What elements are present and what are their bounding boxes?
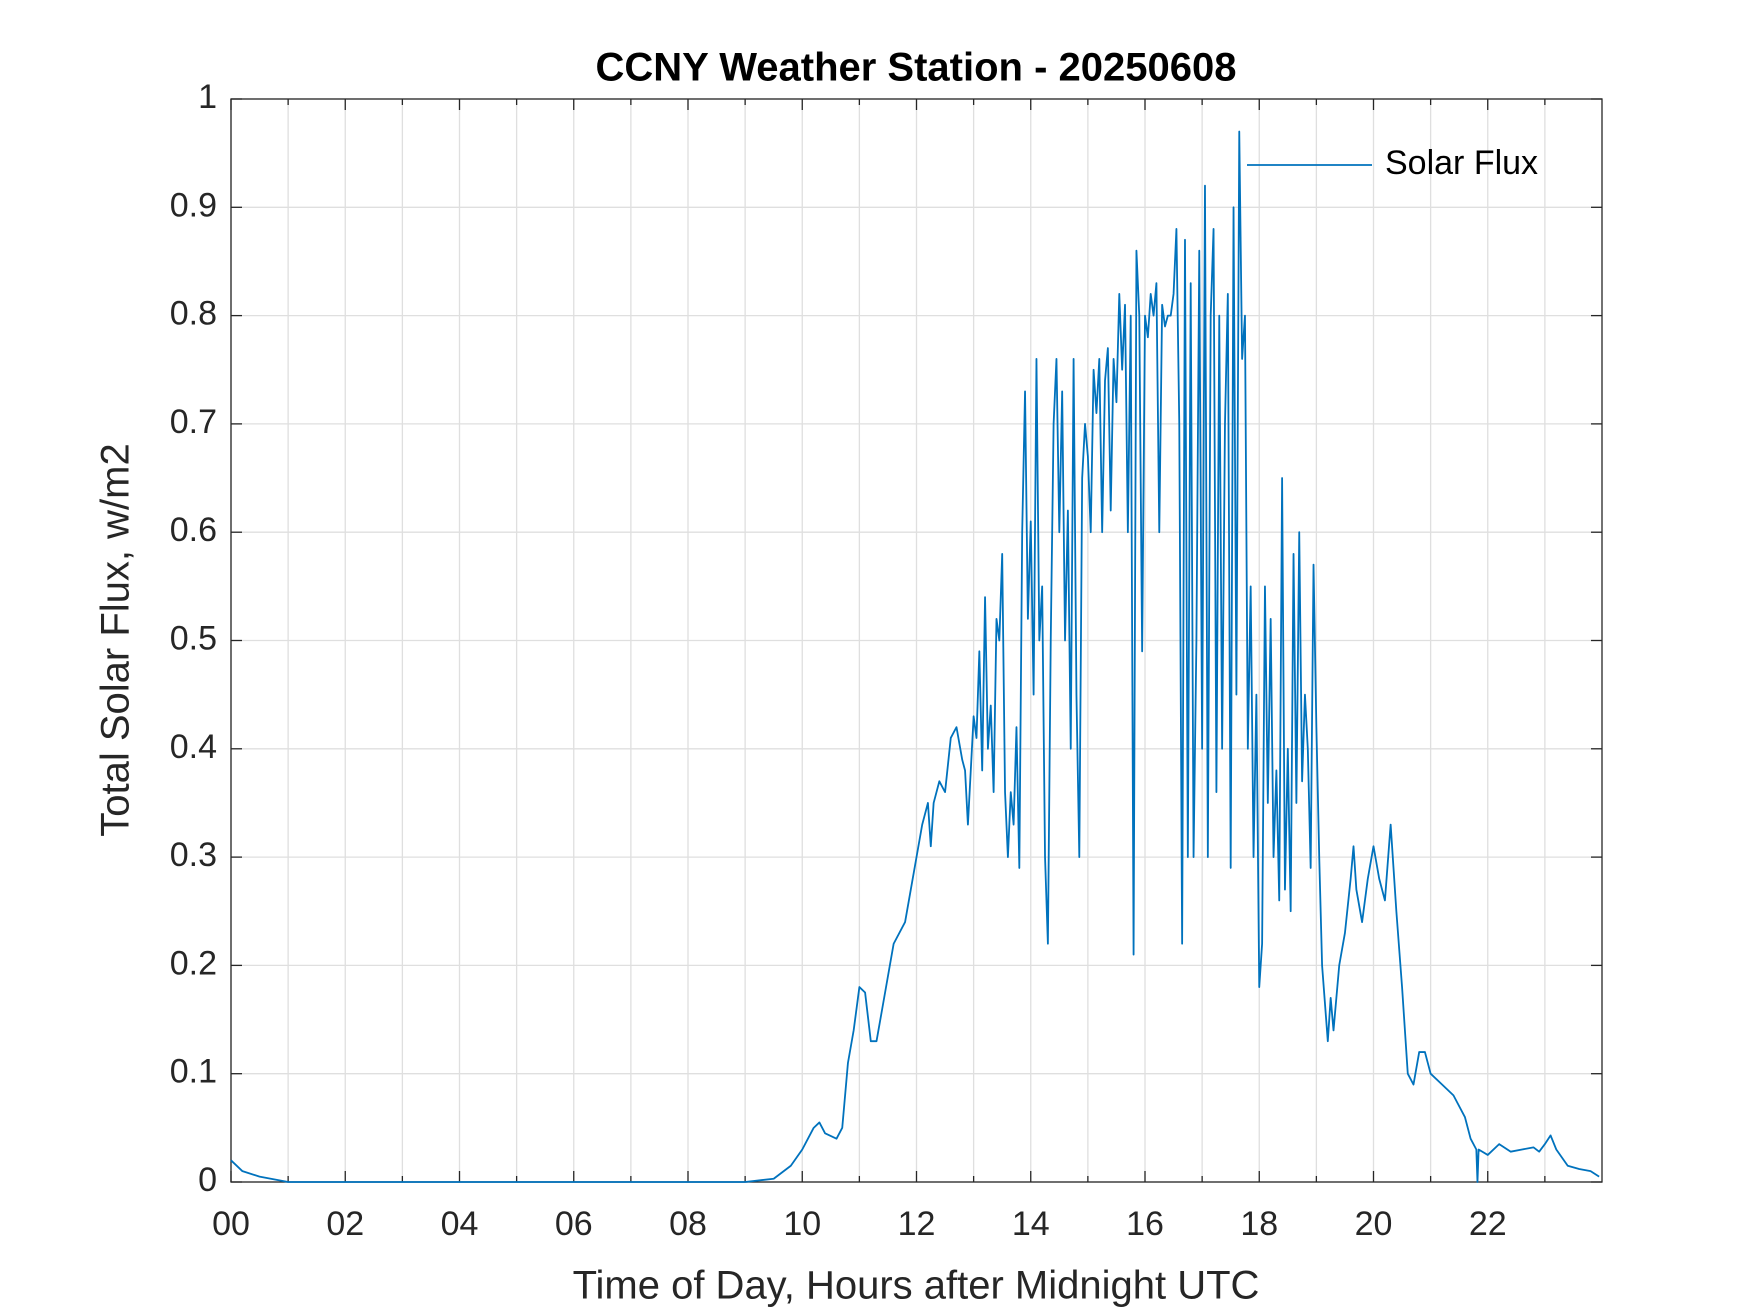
x-tick-label: 02 xyxy=(326,1205,364,1243)
legend-label: Solar Flux xyxy=(1385,144,1538,182)
x-tick-label: 22 xyxy=(1469,1205,1507,1243)
x-tick-label: 04 xyxy=(441,1205,479,1243)
x-tick-label: 18 xyxy=(1240,1205,1278,1243)
chart-title: CCNY Weather Station - 20250608 xyxy=(596,46,1237,90)
y-tick-label: 0.5 xyxy=(170,619,217,657)
y-axis-label: Total Solar Flux, w/m2 xyxy=(94,443,138,836)
plot-frame xyxy=(230,98,1603,1183)
y-tick-label: 1 xyxy=(198,78,217,116)
x-tick-label: 08 xyxy=(669,1205,707,1243)
x-tick-label: 12 xyxy=(898,1205,936,1243)
y-tick-label: 0.4 xyxy=(170,728,217,766)
y-tick-label: 0.1 xyxy=(170,1053,217,1091)
x-tick-label: 16 xyxy=(1126,1205,1164,1243)
y-tick-label: 0.8 xyxy=(170,295,217,333)
x-tick-label: 10 xyxy=(783,1205,821,1243)
y-tick-label: 0.9 xyxy=(170,186,217,224)
y-tick-label: 0.2 xyxy=(170,944,217,982)
y-tick-label: 0 xyxy=(198,1161,217,1199)
x-axis-label: Time of Day, Hours after Midnight UTC xyxy=(573,1264,1260,1308)
y-tick-label: 0.7 xyxy=(170,403,217,441)
x-tick-label: 06 xyxy=(555,1205,593,1243)
x-tick-label: 20 xyxy=(1355,1205,1393,1243)
data-line xyxy=(230,130,1600,1183)
x-tick-label: 00 xyxy=(212,1205,250,1243)
x-tick-label: 14 xyxy=(1012,1205,1050,1243)
y-tick-label: 0.3 xyxy=(170,836,217,874)
y-tick-label: 0.6 xyxy=(170,511,217,549)
